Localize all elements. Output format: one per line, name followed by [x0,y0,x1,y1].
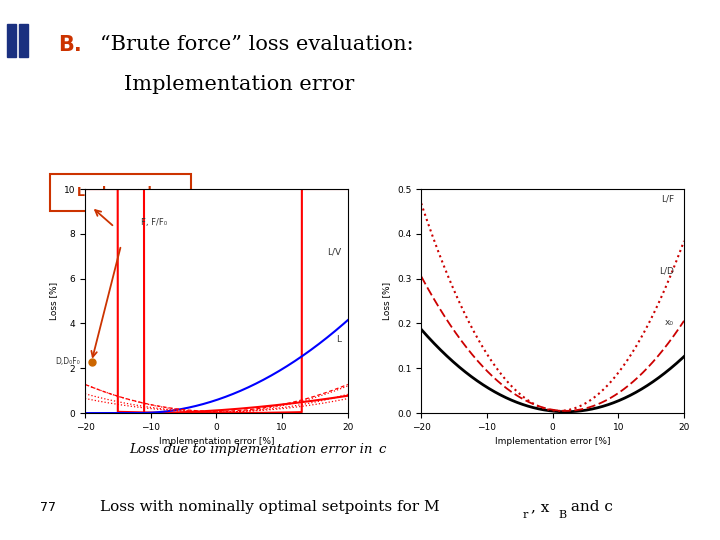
Text: x₀: x₀ [665,318,674,327]
Text: N: N [11,273,24,288]
Text: 77: 77 [40,501,56,514]
Text: L/D: L/D [660,266,674,275]
Text: B: B [558,510,567,520]
Text: , x: , x [531,500,549,514]
X-axis label: Implementation error [%]: Implementation error [%] [158,437,274,447]
Text: D,D₀F₀: D,D₀F₀ [55,357,80,366]
Text: L/F: L/F [661,194,674,204]
Text: F, F/F₀: F, F/F₀ [141,218,167,227]
Y-axis label: Loss [%]: Loss [%] [49,282,58,320]
Text: T: T [12,208,22,224]
Text: Luyben rule:: Luyben rule: [77,186,165,199]
Y-axis label: Loss [%]: Loss [%] [382,282,392,320]
Text: B.: B. [58,35,82,55]
Text: N: N [11,144,24,159]
Text: and c: and c [566,500,613,514]
Text: L/V: L/V [327,247,341,256]
Bar [4,16,31,65]
Bar [7,24,16,57]
X-axis label: Implementation error [%]: Implementation error [%] [495,437,611,447]
Text: Loss with nominally optimal setpoints for M: Loss with nominally optimal setpoints fo… [99,500,439,514]
Text: “Brute force” loss evaluation:: “Brute force” loss evaluation: [99,35,413,54]
Text: L: L [336,335,341,343]
Text: Implementation error: Implementation error [124,75,354,93]
Text: c: c [379,443,386,456]
Text: Loss due to implementation error in: Loss due to implementation error in [130,443,377,456]
Text: r: r [523,510,528,520]
Bar [19,24,27,57]
Text: U: U [11,338,24,353]
FancyBboxPatch shape [50,174,191,211]
